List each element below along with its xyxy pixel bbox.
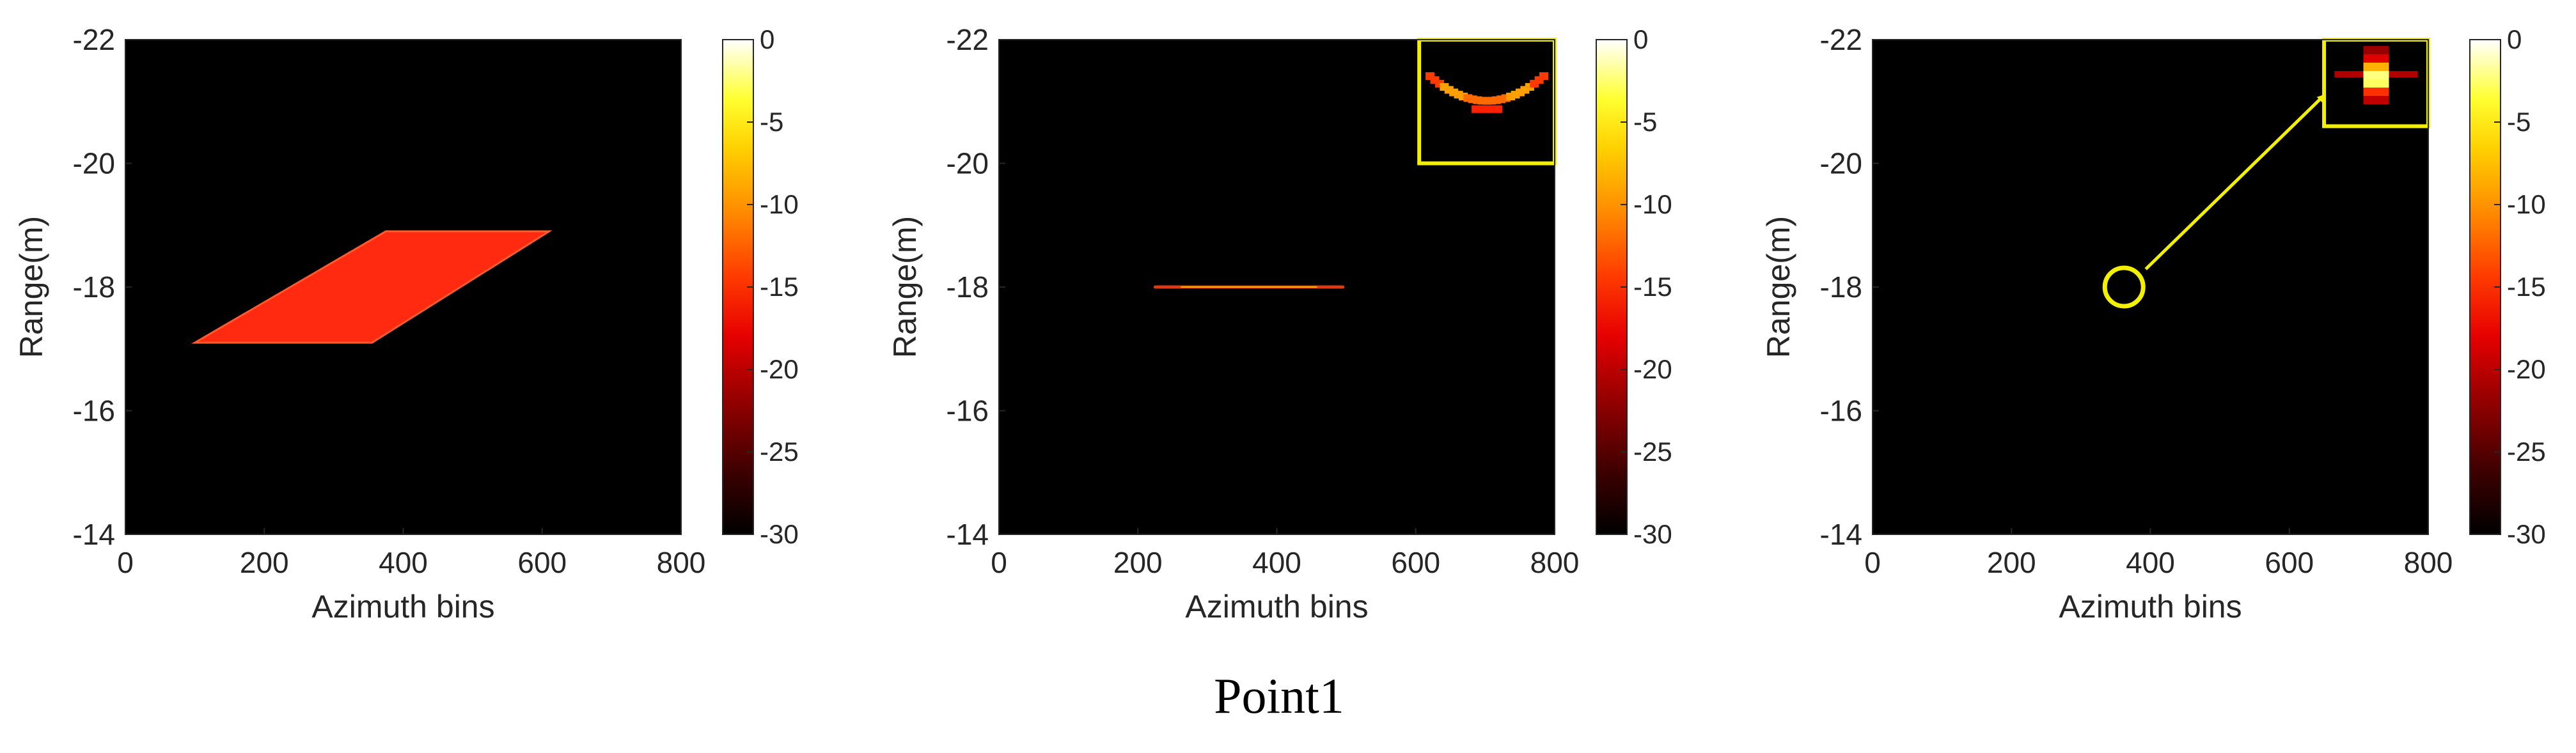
colorbar-tick-label: 0	[1633, 24, 1648, 54]
x-tick-label: 600	[517, 546, 567, 579]
inset-point-cell	[2363, 79, 2389, 88]
colorbar-tick-label: -30	[1633, 519, 1672, 549]
figure-caption: Point1	[1214, 668, 1344, 724]
colorbar-tick-label: -10	[2507, 189, 2546, 219]
x-tick-label: 800	[1530, 546, 1580, 579]
colorbar-tick-label: -25	[2507, 437, 2546, 467]
y-tick-label: -22	[946, 23, 989, 56]
x-tick-label: 600	[2265, 546, 2314, 579]
x-tick-label: 200	[1987, 546, 2036, 579]
x-tick-label: 400	[1252, 546, 1301, 579]
colorbar-tick-label: -5	[2507, 107, 2531, 137]
signal-region	[191, 230, 553, 344]
inset-point-cell	[2363, 54, 2389, 63]
y-axis-label: Range(m)	[13, 216, 49, 358]
y-tick-label: -22	[1820, 23, 1862, 56]
inset-point	[2334, 46, 2418, 104]
colorbar-tick-label: -20	[2507, 354, 2546, 384]
inset-point-cell	[2363, 71, 2389, 79]
target-circle-marker	[2102, 265, 2146, 309]
inset-point-cell	[2363, 63, 2389, 71]
colorbar-tick-label: -10	[1633, 189, 1672, 219]
colorbar-tick-label: 0	[760, 24, 774, 54]
colorbar-tick-label: -15	[2507, 272, 2546, 302]
colorbar-tick-label: -25	[1633, 437, 1672, 467]
colorbar-tick-label: -30	[760, 519, 799, 549]
colorbar-tick-label: -5	[1633, 107, 1657, 137]
y-tick-label: -14	[73, 518, 115, 551]
y-tick-label: -14	[1820, 518, 1862, 551]
y-tick-label: -16	[1820, 394, 1862, 428]
x-tick-label: 400	[2126, 546, 2175, 579]
x-tick-label: 800	[2404, 546, 2453, 579]
x-tick-label: 0	[117, 546, 134, 579]
y-axis-label: Range(m)	[887, 216, 923, 358]
y-tick-label: -20	[1820, 147, 1862, 180]
colorbar-tick-label: -10	[760, 189, 799, 219]
colorbar-tick-label: -20	[1633, 354, 1672, 384]
inset-point-cell	[2363, 96, 2389, 104]
x-tick-label: 800	[657, 546, 706, 579]
y-tick-label: -18	[1820, 270, 1862, 304]
inset-curve-cell	[1472, 105, 1503, 113]
x-tick-label: 0	[1864, 546, 1881, 579]
x-tick-label: 0	[991, 546, 1007, 579]
x-axis-label: Azimuth bins	[311, 589, 494, 625]
x-axis-label: Azimuth bins	[1185, 589, 1368, 625]
pointer-arrow	[2144, 94, 2325, 270]
x-tick-label: 200	[1113, 546, 1163, 579]
inset-point-cell	[2363, 88, 2389, 96]
x-tick-label: 600	[1391, 546, 1440, 579]
y-tick-label: -16	[73, 394, 115, 428]
colorbar-tick-label: -15	[1633, 272, 1672, 302]
colorbar-tick-label: -30	[2507, 519, 2546, 549]
colorbar-tick-label: -5	[760, 107, 783, 137]
inset-curve	[1425, 72, 1549, 113]
x-tick-label: 400	[379, 546, 428, 579]
chart-panel-1: 0 200 400 600 800 -22 -20 -18 -16 -14 Azimuth bins…	[13, 23, 799, 625]
chart-panel-3: 0 200 400 600 800 -22 -20 -18 -16 -14 Azimuth bins…	[1761, 23, 2546, 625]
colorbar-tick-label: 0	[2507, 24, 2522, 54]
plot-area	[1873, 40, 2428, 534]
inset-curve-cell	[1539, 72, 1549, 81]
y-tick-label: -14	[946, 518, 989, 551]
y-tick-label: -20	[946, 147, 989, 180]
colorbar-tick-label: -15	[760, 272, 799, 302]
colorbar-tick-label: -20	[760, 354, 799, 384]
y-tick-label: -20	[73, 147, 115, 180]
y-tick-label: -16	[946, 394, 989, 428]
x-tick-label: 200	[240, 546, 289, 579]
y-axis-label: Range(m)	[1761, 216, 1796, 358]
y-tick-label: -22	[73, 23, 115, 56]
y-tick-label: -18	[73, 270, 115, 304]
x-axis-label: Azimuth bins	[2059, 589, 2242, 625]
y-tick-label: -18	[946, 270, 989, 304]
chart-panel-2: 0 200 400 600 800 -22 -20 -18 -16 -14 Azimuth bins…	[887, 23, 1672, 625]
colorbar-tick-label: -25	[760, 437, 799, 467]
inset-point-cell	[2363, 46, 2389, 54]
